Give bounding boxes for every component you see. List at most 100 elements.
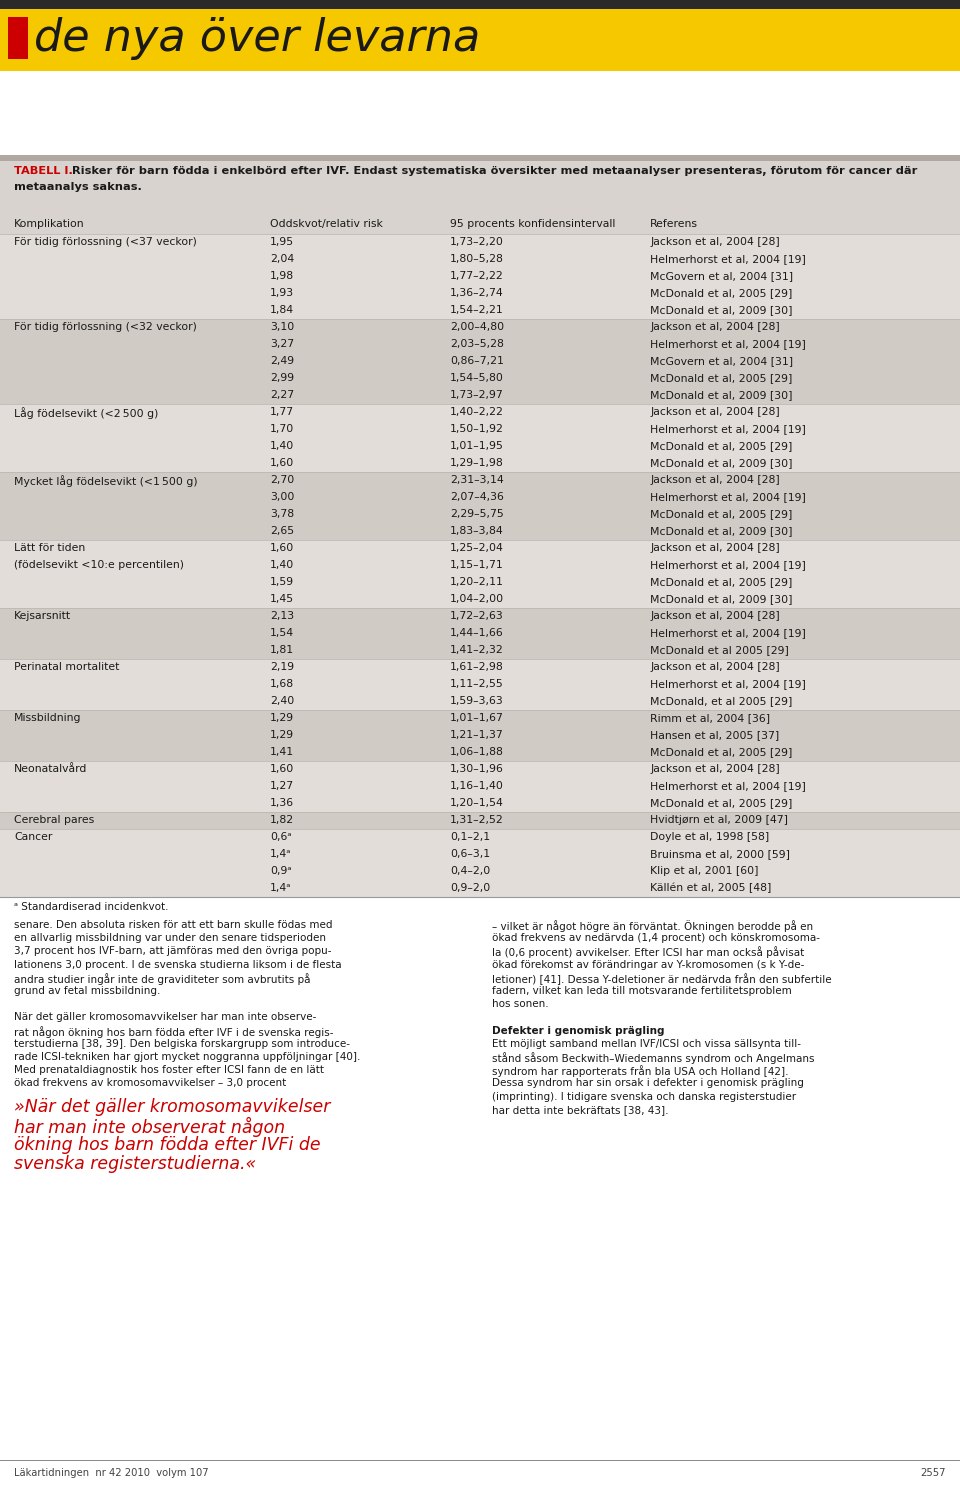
- Text: – vilket är något högre än förväntat. Ökningen berodde på en: – vilket är något högre än förväntat. Ök…: [492, 920, 813, 932]
- Text: 1,21–1,37: 1,21–1,37: [450, 730, 504, 740]
- Text: 1,16–1,40: 1,16–1,40: [450, 782, 504, 791]
- Text: 1,60: 1,60: [270, 542, 295, 553]
- Text: Bruinsma et al, 2000 [59]: Bruinsma et al, 2000 [59]: [650, 849, 790, 859]
- Text: 2,19: 2,19: [270, 661, 294, 672]
- Text: När det gäller kromosomavvikelser har man inte observe-: När det gäller kromosomavvikelser har ma…: [14, 1012, 317, 1022]
- Text: Jackson et al, 2004 [28]: Jackson et al, 2004 [28]: [650, 407, 780, 418]
- Text: 1,45: 1,45: [270, 594, 294, 603]
- Bar: [0, 658, 960, 710]
- Text: 1,4ᵃ: 1,4ᵃ: [270, 849, 292, 859]
- Text: McDonald et al, 2009 [30]: McDonald et al, 2009 [30]: [650, 526, 793, 536]
- Text: McDonald, et al 2005 [29]: McDonald, et al 2005 [29]: [650, 695, 792, 706]
- Text: ökad förekomst av förändringar av Y-kromosomen (s k Y-de-: ökad förekomst av förändringar av Y-krom…: [492, 960, 804, 969]
- Text: För tidig förlossning (<32 veckor): För tidig förlossning (<32 veckor): [14, 322, 197, 331]
- Text: 1,80–5,28: 1,80–5,28: [450, 254, 504, 265]
- Text: Mycket låg födelsevikt (<1 500 g): Mycket låg födelsevikt (<1 500 g): [14, 476, 198, 487]
- Text: McDonald et al, 2009 [30]: McDonald et al, 2009 [30]: [650, 305, 793, 315]
- Text: 3,7 procent hos IVF-barn, att jämföras med den övriga popu-: 3,7 procent hos IVF-barn, att jämföras m…: [14, 947, 331, 957]
- Text: Helmerhorst et al, 2004 [19]: Helmerhorst et al, 2004 [19]: [650, 629, 805, 637]
- Text: 1,25–2,04: 1,25–2,04: [450, 542, 504, 553]
- Text: 1,83–3,84: 1,83–3,84: [450, 526, 504, 536]
- Text: 2,13: 2,13: [270, 611, 294, 621]
- Bar: [0, 155, 960, 160]
- Text: 95 procents konfidensintervall: 95 procents konfidensintervall: [450, 218, 615, 229]
- Text: 2557: 2557: [921, 1468, 946, 1479]
- Bar: [0, 233, 960, 319]
- Text: (imprinting). I tidigare svenska och danska registerstudier: (imprinting). I tidigare svenska och dan…: [492, 1092, 796, 1101]
- Bar: [0, 160, 960, 215]
- Text: 1,40: 1,40: [270, 560, 295, 571]
- Text: 1,77: 1,77: [270, 407, 294, 418]
- Text: Helmerhorst et al, 2004 [19]: Helmerhorst et al, 2004 [19]: [650, 679, 805, 690]
- Text: 2,27: 2,27: [270, 389, 294, 400]
- Text: ökning hos barn födda efter IVFi de: ökning hos barn födda efter IVFi de: [14, 1135, 321, 1153]
- Text: 1,29: 1,29: [270, 730, 294, 740]
- Text: 3,27: 3,27: [270, 339, 294, 349]
- Text: 1,40: 1,40: [270, 441, 295, 450]
- Text: fadern, vilket kan leda till motsvarande fertilitetsproblem: fadern, vilket kan leda till motsvarande…: [492, 987, 792, 996]
- Text: 1,98: 1,98: [270, 270, 294, 281]
- Text: andra studier ingår inte de graviditeter som avbrutits på: andra studier ingår inte de graviditeter…: [14, 973, 310, 985]
- Text: Defekter i genomisk prägling: Defekter i genomisk prägling: [492, 1025, 664, 1036]
- Bar: [0, 761, 960, 811]
- Text: Doyle et al, 1998 [58]: Doyle et al, 1998 [58]: [650, 832, 769, 843]
- Text: Risker för barn födda i enkelbörd efter IVF. Endast systematiska översikter med : Risker för barn födda i enkelbörd efter …: [68, 166, 918, 175]
- Text: 2,99: 2,99: [270, 373, 294, 383]
- Text: Cancer: Cancer: [14, 832, 53, 843]
- Text: rat någon ökning hos barn födda efter IVF i de svenska regis-: rat någon ökning hos barn födda efter IV…: [14, 1025, 333, 1037]
- Text: 0,86–7,21: 0,86–7,21: [450, 357, 504, 366]
- Text: Cerebral pares: Cerebral pares: [14, 814, 94, 825]
- Text: McDonald et al, 2005 [29]: McDonald et al, 2005 [29]: [650, 747, 792, 756]
- Text: 1,50–1,92: 1,50–1,92: [450, 424, 504, 434]
- Text: Helmerhorst et al, 2004 [19]: Helmerhorst et al, 2004 [19]: [650, 424, 805, 434]
- Text: McDonald et al 2005 [29]: McDonald et al 2005 [29]: [650, 645, 789, 655]
- Text: 3,00: 3,00: [270, 492, 295, 502]
- Text: 1,40–2,22: 1,40–2,22: [450, 407, 504, 418]
- Text: 0,6–3,1: 0,6–3,1: [450, 849, 491, 859]
- Text: 2,03–5,28: 2,03–5,28: [450, 339, 504, 349]
- Text: Helmerhorst et al, 2004 [19]: Helmerhorst et al, 2004 [19]: [650, 782, 805, 791]
- Text: 0,9–2,0: 0,9–2,0: [450, 883, 491, 893]
- Text: ökad frekvens av nedärvda (1,4 procent) och könskromosoma-: ökad frekvens av nedärvda (1,4 procent) …: [492, 933, 820, 944]
- Text: 1,77–2,22: 1,77–2,22: [450, 270, 504, 281]
- Text: la (0,6 procent) avvikelser. Efter ICSI har man också påvisat: la (0,6 procent) avvikelser. Efter ICSI …: [492, 947, 804, 958]
- Text: 1,27: 1,27: [270, 782, 294, 791]
- Bar: [0, 9, 960, 71]
- Text: metaanalys saknas.: metaanalys saknas.: [14, 181, 142, 192]
- Text: Helmerhorst et al, 2004 [19]: Helmerhorst et al, 2004 [19]: [650, 560, 805, 571]
- Text: Läkartidningen  nr 42 2010  volym 107: Läkartidningen nr 42 2010 volym 107: [14, 1468, 208, 1479]
- Text: 0,1–2,1: 0,1–2,1: [450, 832, 491, 843]
- Text: 1,29: 1,29: [270, 713, 294, 724]
- Text: 1,81: 1,81: [270, 645, 294, 655]
- Text: 2,40: 2,40: [270, 695, 295, 706]
- Text: rade ICSI-tekniken har gjort mycket noggranna uppföljningar [40].: rade ICSI-tekniken har gjort mycket nogg…: [14, 1052, 360, 1062]
- Text: Perinatal mortalitet: Perinatal mortalitet: [14, 661, 119, 672]
- Text: 1,06–1,88: 1,06–1,88: [450, 747, 504, 756]
- Text: 1,4ᵃ: 1,4ᵃ: [270, 883, 292, 893]
- Text: TABELL I.: TABELL I.: [14, 166, 73, 175]
- Text: Lätt för tiden: Lätt för tiden: [14, 542, 85, 553]
- Text: McGovern et al, 2004 [31]: McGovern et al, 2004 [31]: [650, 270, 793, 281]
- Text: senare. Den absoluta risken för att ett barn skulle födas med: senare. Den absoluta risken för att ett …: [14, 920, 332, 930]
- Text: 1,73–2,20: 1,73–2,20: [450, 236, 504, 247]
- Text: grund av fetal missbildning.: grund av fetal missbildning.: [14, 987, 160, 996]
- Text: har detta inte bekräftats [38, 43].: har detta inte bekräftats [38, 43].: [492, 1104, 668, 1114]
- Text: Helmerhorst et al, 2004 [19]: Helmerhorst et al, 2004 [19]: [650, 339, 805, 349]
- Text: 1,11–2,55: 1,11–2,55: [450, 679, 504, 690]
- Text: 1,73–2,97: 1,73–2,97: [450, 389, 504, 400]
- Text: 3,78: 3,78: [270, 510, 294, 519]
- Text: 0,9ᵃ: 0,9ᵃ: [270, 866, 292, 877]
- Text: 1,61–2,98: 1,61–2,98: [450, 661, 504, 672]
- Text: 1,41: 1,41: [270, 747, 294, 756]
- Text: Kejsarsnitt: Kejsarsnitt: [14, 611, 71, 621]
- Text: Missbildning: Missbildning: [14, 713, 82, 724]
- Text: 1,70: 1,70: [270, 424, 295, 434]
- Text: Källén et al, 2005 [48]: Källén et al, 2005 [48]: [650, 883, 772, 893]
- Text: 2,70: 2,70: [270, 476, 295, 484]
- Bar: [0, 215, 960, 233]
- Text: Oddskvot/relativ risk: Oddskvot/relativ risk: [270, 218, 383, 229]
- Text: 1,82: 1,82: [270, 814, 294, 825]
- Bar: [0, 473, 960, 539]
- Bar: [0, 404, 960, 473]
- Text: 1,54–2,21: 1,54–2,21: [450, 305, 504, 315]
